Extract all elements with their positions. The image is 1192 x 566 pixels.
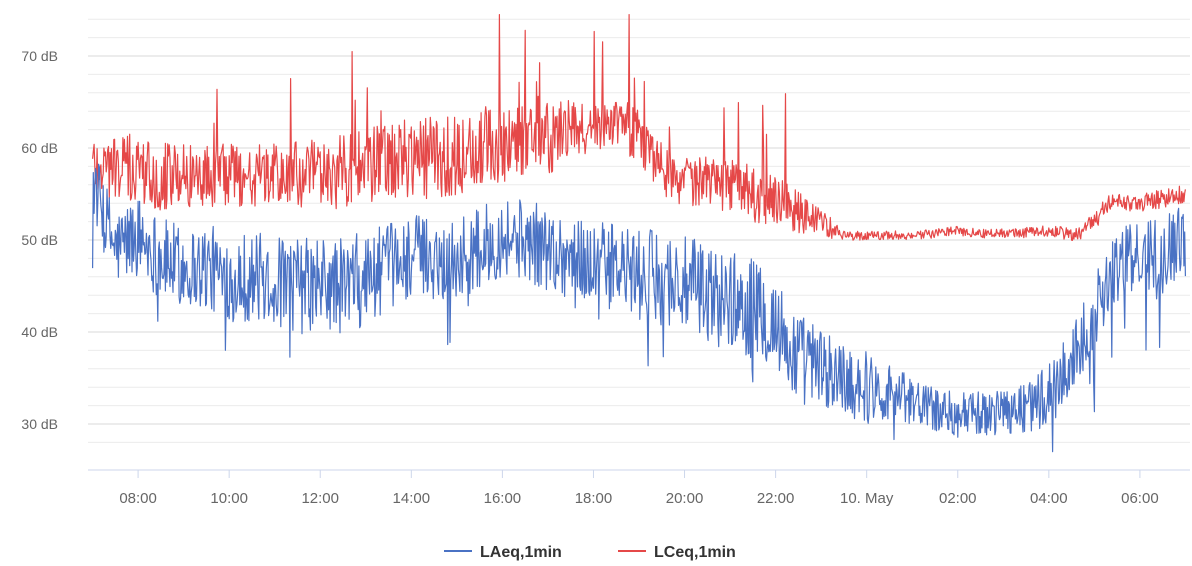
x-tick-label: 02:00 xyxy=(939,490,977,507)
x-tick-label: 16:00 xyxy=(484,490,522,507)
y-tick-label: 60 dB xyxy=(21,140,58,156)
series-line-lceq xyxy=(92,14,1186,241)
legend-item-lceq[interactable]: LCeq,1min xyxy=(618,544,736,561)
y-tick-label: 50 dB xyxy=(21,232,58,248)
x-tick-label: 20:00 xyxy=(666,490,704,507)
y-tick-label: 70 dB xyxy=(21,48,58,64)
legend-label: LCeq,1min xyxy=(654,544,736,561)
x-tick-label: 10:00 xyxy=(210,490,248,507)
x-tick-label: 18:00 xyxy=(575,490,613,507)
x-tick-label: 22:00 xyxy=(757,490,795,507)
legend-item-laeq[interactable]: LAeq,1min xyxy=(444,544,562,561)
x-tick-label: 08:00 xyxy=(119,490,157,507)
y-axis-ticks: 30 dB 40 dB 50 dB 60 dB 70 dB xyxy=(21,48,58,432)
x-axis-ticks: 08:00 10:00 12:00 14:00 16:00 18:00 20:00 22:00… xyxy=(119,470,1159,507)
x-tick-label: 10. May xyxy=(840,490,894,507)
x-tick-label: 06:00 xyxy=(1121,490,1159,507)
x-tick-label: 14:00 xyxy=(393,490,431,507)
series-layer xyxy=(92,14,1186,453)
x-tick-label: 04:00 xyxy=(1030,490,1068,507)
x-tick-label: 12:00 xyxy=(301,490,339,507)
legend-label: LAeq,1min xyxy=(480,544,562,561)
y-tick-label: 40 dB xyxy=(21,324,58,340)
legend[interactable]: LAeq,1min LCeq,1min xyxy=(444,544,736,561)
series-line-laeq xyxy=(92,163,1186,453)
y-tick-label: 30 dB xyxy=(21,416,58,432)
